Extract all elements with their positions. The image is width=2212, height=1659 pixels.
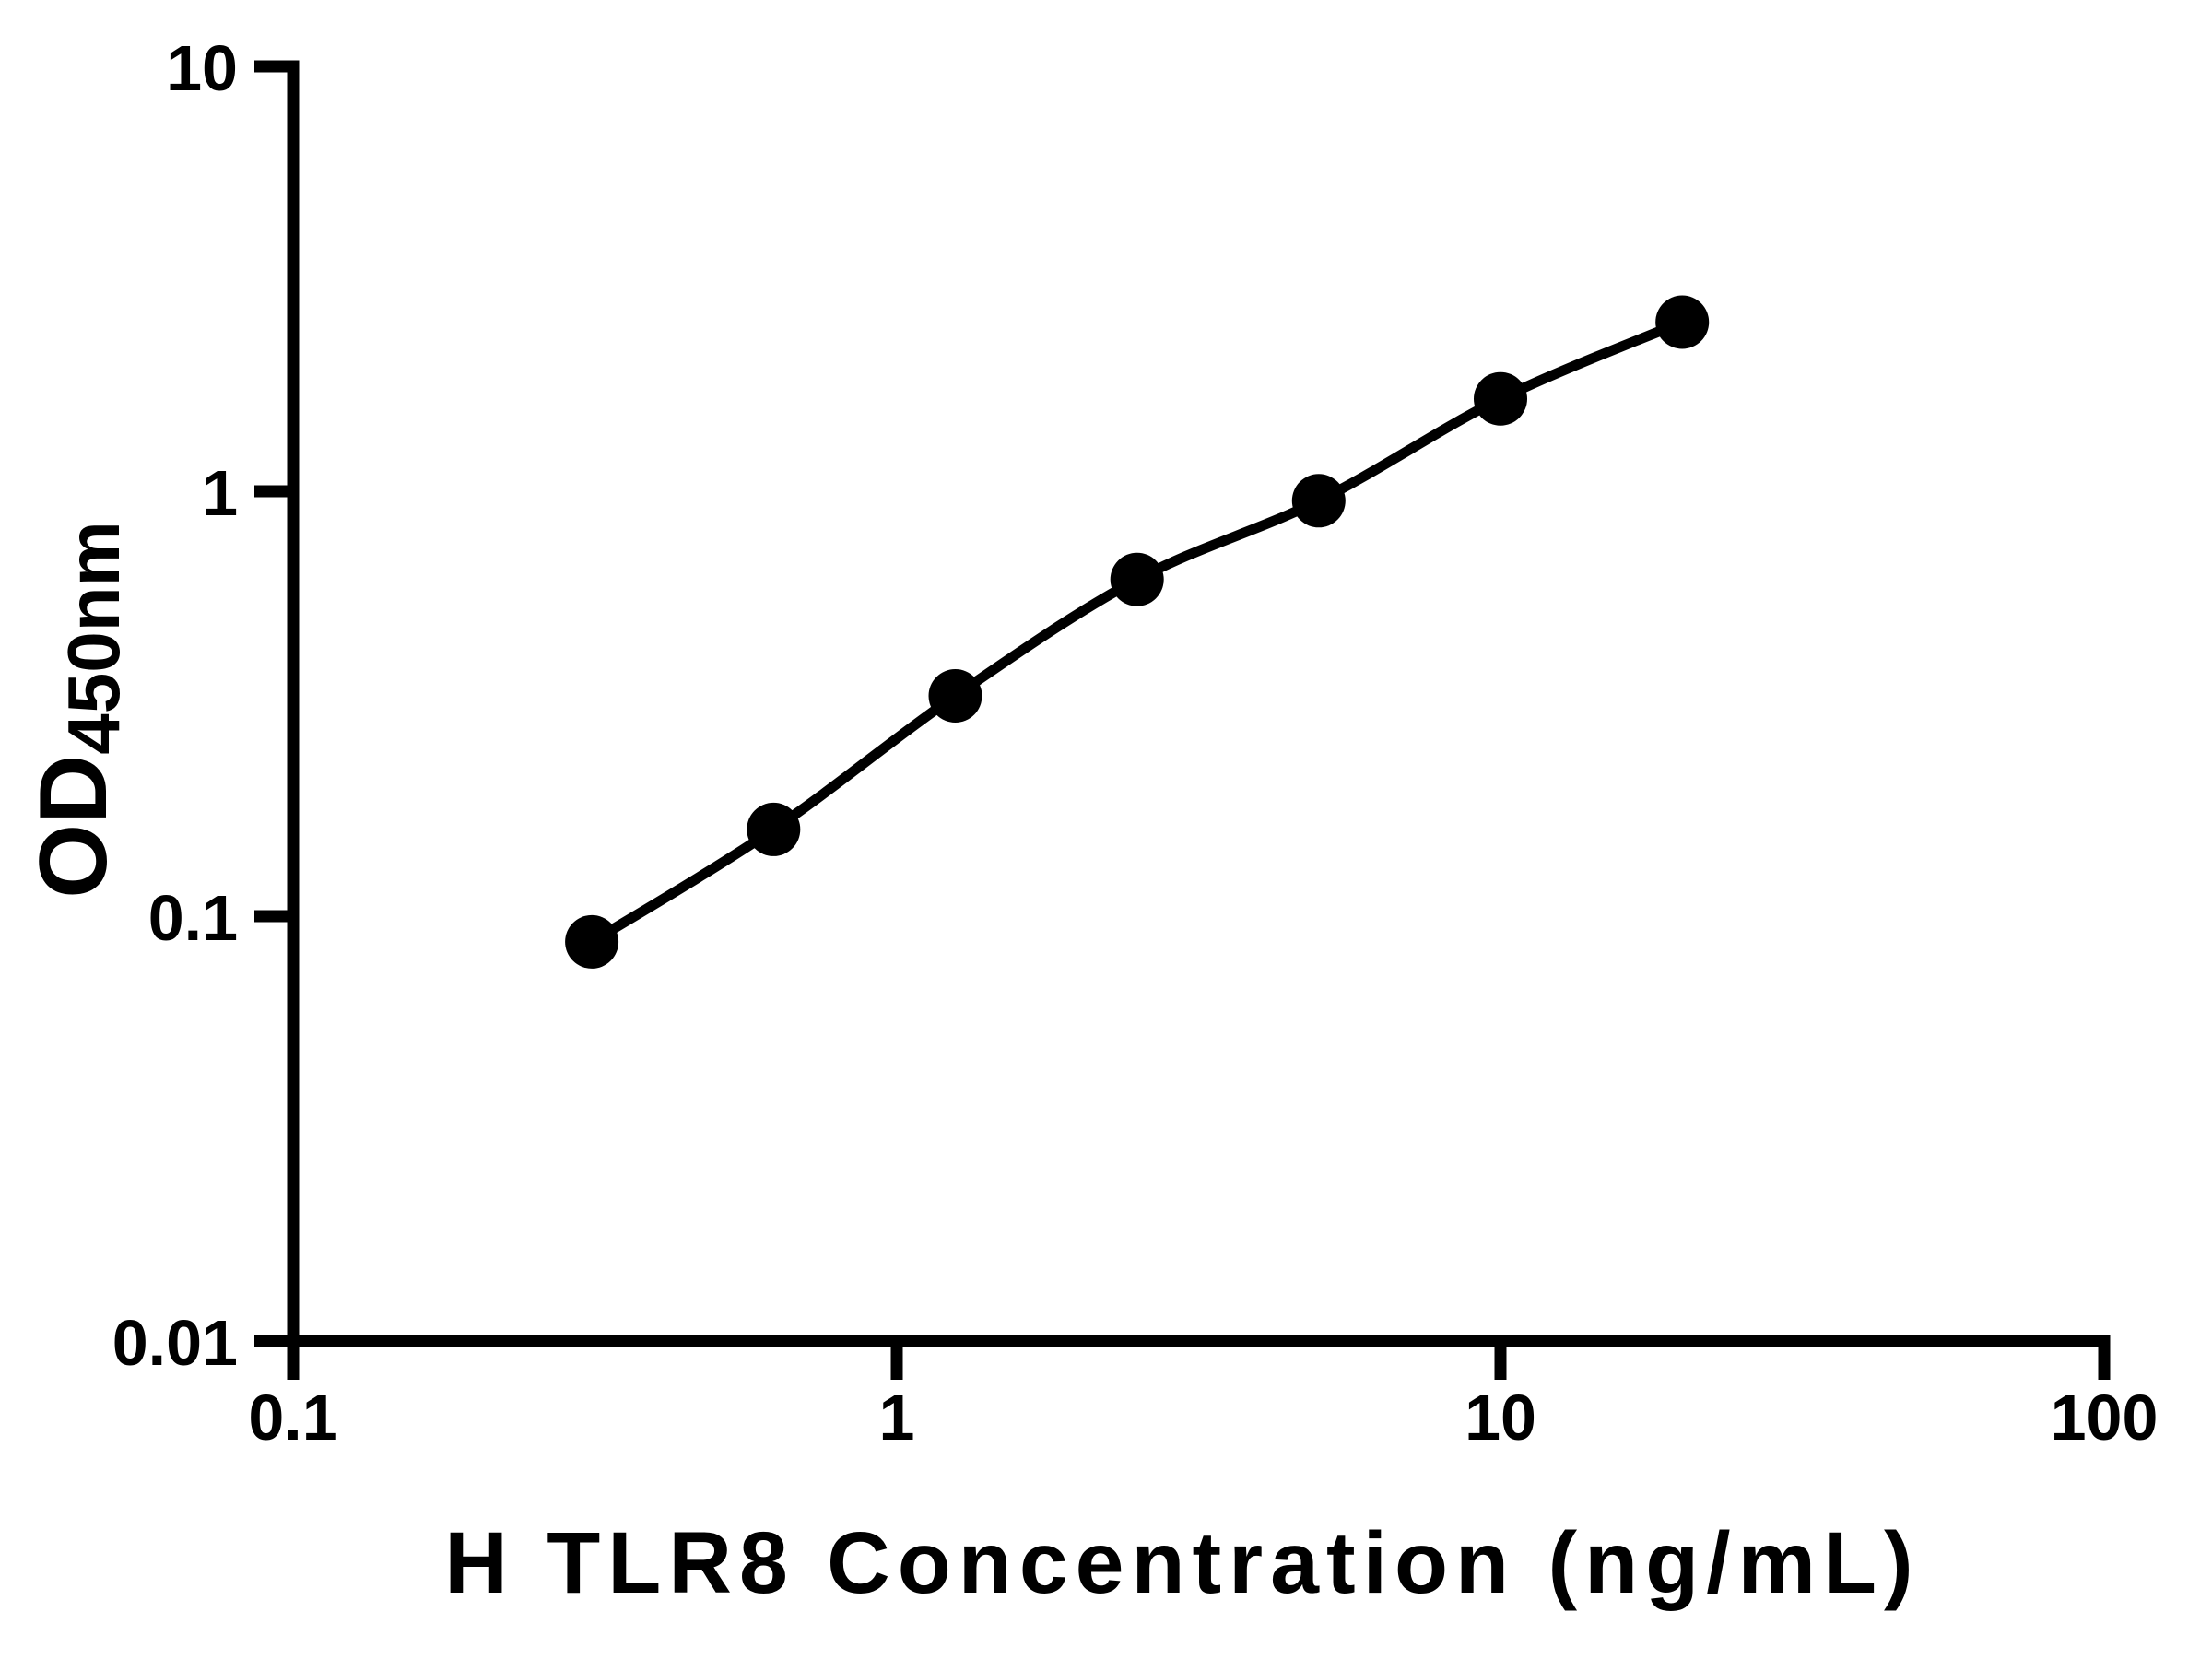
x-tick bbox=[1494, 1341, 1507, 1380]
data-point bbox=[1655, 295, 1710, 349]
y-tick bbox=[254, 485, 293, 498]
x-tick-label: 100 bbox=[2051, 1382, 2159, 1453]
x-tick bbox=[287, 1341, 300, 1380]
x-tick-label: 1 bbox=[879, 1382, 915, 1453]
y-tick-label: 0.1 bbox=[148, 882, 238, 954]
x-axis-line bbox=[287, 1335, 2111, 1347]
y-axis-title-main: OD bbox=[20, 755, 127, 899]
y-axis-title: OD450nm bbox=[20, 521, 135, 898]
data-point bbox=[928, 669, 982, 723]
x-tick-label: 10 bbox=[1465, 1382, 1536, 1453]
x-axis-title: H TLR8 Concentration (ng/mL) bbox=[444, 1514, 1920, 1612]
data-point bbox=[747, 802, 801, 856]
x-tick bbox=[890, 1341, 903, 1380]
y-axis-title-subscript: 450nm bbox=[53, 521, 135, 754]
y-tick-label: 1 bbox=[202, 457, 238, 529]
data-series-layer bbox=[565, 295, 1710, 969]
y-tick-label: 0.01 bbox=[112, 1307, 238, 1379]
data-point bbox=[565, 914, 619, 969]
y-tick bbox=[254, 1335, 293, 1347]
y-axis-line bbox=[287, 60, 300, 1347]
y-tick bbox=[254, 60, 293, 73]
y-tick bbox=[254, 910, 293, 923]
y-tick-label: 10 bbox=[166, 32, 238, 104]
x-tick-label: 0.1 bbox=[248, 1382, 337, 1453]
data-point bbox=[1110, 552, 1164, 606]
data-point bbox=[1291, 474, 1346, 528]
x-tick bbox=[2098, 1341, 2111, 1380]
data-point bbox=[1474, 371, 1527, 426]
